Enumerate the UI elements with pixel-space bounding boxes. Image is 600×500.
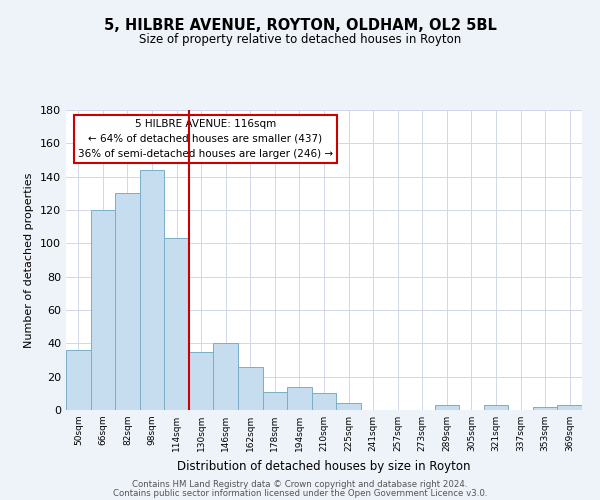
Bar [484, 405, 508, 410]
Bar [434, 405, 459, 410]
Bar [263, 392, 287, 410]
Bar [533, 406, 557, 410]
Text: 5, HILBRE AVENUE, ROYTON, OLDHAM, OL2 5BL: 5, HILBRE AVENUE, ROYTON, OLDHAM, OL2 5B… [104, 18, 496, 32]
Bar [312, 394, 336, 410]
Bar [115, 194, 140, 410]
Bar [287, 386, 312, 410]
X-axis label: Distribution of detached houses by size in Royton: Distribution of detached houses by size … [177, 460, 471, 472]
Bar [189, 352, 214, 410]
Y-axis label: Number of detached properties: Number of detached properties [25, 172, 34, 348]
Bar [66, 350, 91, 410]
Bar [164, 238, 189, 410]
Text: 5 HILBRE AVENUE: 116sqm
← 64% of detached houses are smaller (437)
36% of semi-d: 5 HILBRE AVENUE: 116sqm ← 64% of detache… [78, 119, 333, 158]
Text: Contains public sector information licensed under the Open Government Licence v3: Contains public sector information licen… [113, 489, 487, 498]
Bar [91, 210, 115, 410]
Text: Contains HM Land Registry data © Crown copyright and database right 2024.: Contains HM Land Registry data © Crown c… [132, 480, 468, 489]
Text: Size of property relative to detached houses in Royton: Size of property relative to detached ho… [139, 32, 461, 46]
Bar [140, 170, 164, 410]
Bar [336, 404, 361, 410]
Bar [238, 366, 263, 410]
Bar [214, 344, 238, 410]
Bar [557, 405, 582, 410]
